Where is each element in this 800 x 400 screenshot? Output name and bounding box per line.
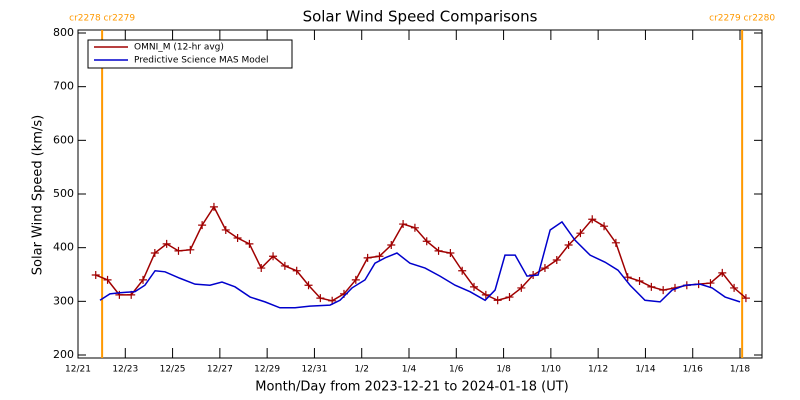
carrington-label: cr2278 cr2279	[69, 14, 135, 24]
data-point	[588, 215, 597, 224]
x-tick-label: 1/16	[683, 365, 703, 375]
data-point	[505, 293, 514, 302]
data-point	[316, 294, 325, 303]
data-point	[600, 222, 609, 231]
data-point	[410, 223, 419, 232]
data-point	[552, 256, 561, 265]
series-line	[95, 205, 747, 302]
data-point	[718, 268, 727, 277]
chart-title: Solar Wind Speed Comparisons	[303, 8, 538, 26]
x-tick-label: 12/23	[112, 365, 138, 375]
data-point	[706, 279, 715, 288]
data-point	[623, 273, 632, 282]
y-tick-label: 200	[53, 348, 74, 361]
x-tick-label: 12/29	[254, 365, 280, 375]
x-tick-label: 1/8	[496, 365, 511, 375]
data-point	[517, 283, 526, 292]
x-tick-label: 1/6	[449, 365, 464, 375]
data-point	[635, 276, 644, 285]
data-point	[233, 234, 242, 243]
data-point	[659, 286, 668, 295]
data-point	[730, 283, 739, 292]
x-tick-label: 12/21	[65, 365, 91, 375]
data-point	[186, 245, 195, 254]
data-point	[174, 246, 183, 255]
x-tick-label: 12/25	[160, 365, 186, 375]
data-point	[422, 237, 431, 246]
data-point	[375, 252, 384, 261]
data-point	[540, 264, 549, 273]
data-point	[257, 264, 266, 273]
data-point	[304, 281, 313, 290]
y-tick-label: 700	[53, 80, 74, 93]
data-point	[209, 202, 218, 211]
data-point	[741, 294, 750, 303]
y-tick-label: 400	[53, 241, 74, 254]
data-point	[103, 275, 112, 284]
data-point	[611, 238, 620, 247]
data-point	[280, 261, 289, 270]
data-point	[221, 225, 230, 234]
data-point	[470, 282, 479, 291]
x-tick-label: 1/14	[635, 365, 655, 375]
y-tick-label: 500	[53, 187, 74, 200]
data-point	[481, 290, 490, 299]
x-tick-label: 1/2	[354, 365, 368, 375]
data-point	[292, 266, 301, 275]
data-point	[150, 249, 159, 258]
data-point	[351, 275, 360, 284]
data-point	[198, 221, 207, 230]
x-tick-label: 1/10	[541, 365, 561, 375]
x-tick-label: 12/27	[207, 365, 233, 375]
y-tick-label: 600	[53, 133, 74, 146]
data-point	[269, 252, 278, 261]
data-point	[139, 275, 148, 284]
legend-label: Predictive Science MAS Model	[134, 56, 269, 66]
data-point	[162, 239, 171, 248]
x-tick-label: 12/31	[301, 365, 327, 375]
legend-label: OMNI_M (12-hr avg)	[134, 43, 224, 53]
legend-box	[87, 39, 293, 69]
y-axis-label: Solar Wind Speed (km/s)	[31, 115, 46, 275]
series-line	[99, 220, 741, 309]
data-point	[576, 229, 585, 238]
y-tick-label: 300	[53, 294, 74, 307]
data-point	[647, 282, 656, 291]
data-point	[564, 240, 573, 249]
data-point	[91, 271, 100, 280]
data-point	[363, 253, 372, 262]
data-point	[399, 220, 408, 229]
data-point	[493, 296, 502, 305]
x-tick-label: 1/12	[588, 365, 608, 375]
data-point	[387, 240, 396, 249]
data-point	[446, 249, 455, 258]
y-tick-label: 800	[53, 26, 74, 39]
carrington-label: cr2279 cr2280	[709, 14, 775, 24]
x-axis-label: Month/Day from 2023-12-21 to 2024-01-18 …	[255, 380, 568, 395]
data-point	[245, 239, 254, 248]
x-tick-label: 1/4	[402, 365, 417, 375]
data-point	[434, 246, 443, 255]
x-tick-label: 1/18	[730, 365, 750, 375]
data-point	[458, 266, 467, 275]
